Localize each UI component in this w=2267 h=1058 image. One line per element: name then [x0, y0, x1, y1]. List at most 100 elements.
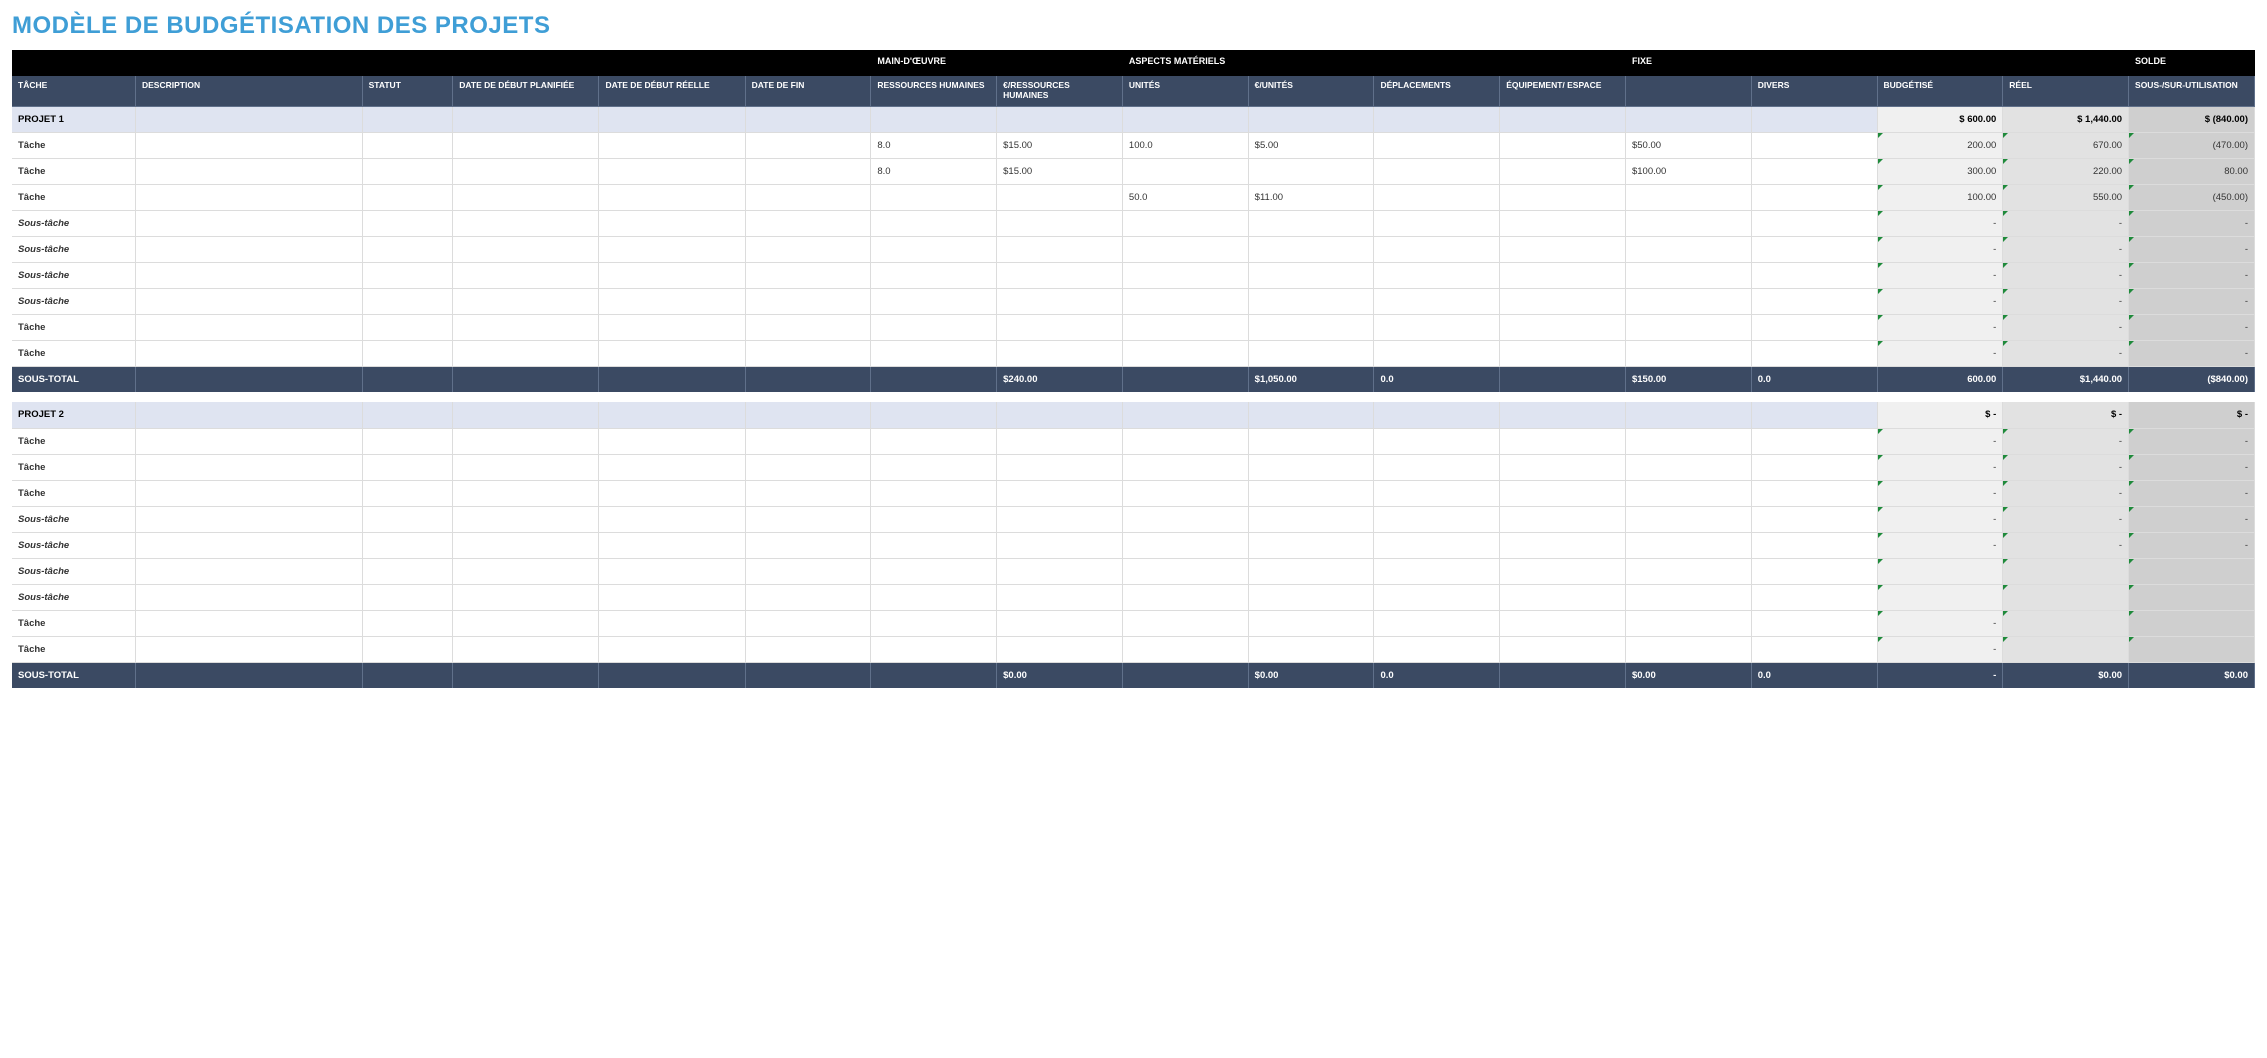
data-cell[interactable]: -	[2003, 454, 2129, 480]
data-cell[interactable]	[745, 610, 871, 636]
row-label[interactable]: Tâche	[12, 454, 136, 480]
data-cell[interactable]	[453, 158, 599, 184]
data-cell[interactable]: -	[2003, 340, 2129, 366]
data-cell[interactable]	[745, 480, 871, 506]
data-cell[interactable]	[599, 158, 745, 184]
data-cell[interactable]: -	[2003, 506, 2129, 532]
row-label[interactable]: Sous-tâche	[12, 584, 136, 610]
data-cell[interactable]: -	[2129, 236, 2255, 262]
data-cell[interactable]	[1374, 584, 1500, 610]
data-cell[interactable]	[2129, 636, 2255, 662]
data-cell[interactable]	[1625, 236, 1751, 262]
data-cell[interactable]	[1122, 288, 1248, 314]
row-label[interactable]: Tâche	[12, 480, 136, 506]
data-cell[interactable]	[1625, 480, 1751, 506]
data-cell[interactable]	[745, 506, 871, 532]
data-cell[interactable]	[136, 262, 363, 288]
data-cell[interactable]	[1374, 636, 1500, 662]
data-cell[interactable]: -	[2129, 210, 2255, 236]
data-cell[interactable]	[453, 132, 599, 158]
data-cell[interactable]	[745, 340, 871, 366]
data-cell[interactable]: $50.00	[1625, 132, 1751, 158]
project-cell[interactable]	[745, 402, 871, 428]
data-cell[interactable]	[1248, 454, 1374, 480]
data-cell[interactable]	[871, 288, 997, 314]
data-cell[interactable]	[871, 314, 997, 340]
row-label[interactable]: Sous-tâche	[12, 532, 136, 558]
project-cell[interactable]	[362, 106, 453, 132]
data-cell[interactable]	[997, 558, 1123, 584]
row-label[interactable]: Sous-tâche	[12, 210, 136, 236]
data-cell[interactable]: 100.0	[1122, 132, 1248, 158]
data-cell[interactable]	[1500, 340, 1626, 366]
data-cell[interactable]	[1500, 558, 1626, 584]
row-label[interactable]: Sous-tâche	[12, 506, 136, 532]
data-cell[interactable]	[1500, 584, 1626, 610]
data-cell[interactable]	[1625, 532, 1751, 558]
data-cell[interactable]	[362, 210, 453, 236]
project-cell[interactable]	[1248, 106, 1374, 132]
data-cell[interactable]: -	[1877, 340, 2003, 366]
data-cell[interactable]	[453, 454, 599, 480]
data-cell[interactable]	[1374, 558, 1500, 584]
data-cell[interactable]	[599, 288, 745, 314]
data-cell[interactable]	[1625, 584, 1751, 610]
data-cell[interactable]	[1248, 636, 1374, 662]
data-cell[interactable]	[1751, 428, 1877, 454]
data-cell[interactable]	[1122, 428, 1248, 454]
data-cell[interactable]	[599, 584, 745, 610]
project-cell[interactable]	[1122, 106, 1248, 132]
data-cell[interactable]	[599, 480, 745, 506]
project-cell[interactable]	[871, 402, 997, 428]
row-label[interactable]: Tâche	[12, 314, 136, 340]
project-cell[interactable]	[1122, 402, 1248, 428]
project-total[interactable]: $ -	[2129, 402, 2255, 428]
data-cell[interactable]	[362, 506, 453, 532]
data-cell[interactable]	[136, 506, 363, 532]
data-cell[interactable]	[1122, 610, 1248, 636]
project-cell[interactable]	[1248, 402, 1374, 428]
data-cell[interactable]	[1122, 584, 1248, 610]
data-cell[interactable]	[136, 184, 363, 210]
row-label[interactable]: Sous-tâche	[12, 288, 136, 314]
data-cell[interactable]: -	[1877, 532, 2003, 558]
data-cell[interactable]	[1122, 506, 1248, 532]
project-cell[interactable]	[599, 106, 745, 132]
project-cell[interactable]	[599, 402, 745, 428]
data-cell[interactable]	[871, 506, 997, 532]
data-cell[interactable]	[1248, 158, 1374, 184]
data-cell[interactable]: -	[1877, 454, 2003, 480]
data-cell[interactable]	[453, 584, 599, 610]
data-cell[interactable]	[1248, 532, 1374, 558]
project-cell[interactable]	[997, 402, 1123, 428]
data-cell[interactable]	[136, 480, 363, 506]
data-cell[interactable]	[745, 288, 871, 314]
data-cell[interactable]	[1500, 610, 1626, 636]
data-cell[interactable]	[745, 558, 871, 584]
data-cell[interactable]	[1751, 454, 1877, 480]
data-cell[interactable]	[997, 314, 1123, 340]
data-cell[interactable]	[1374, 210, 1500, 236]
data-cell[interactable]	[1248, 610, 1374, 636]
data-cell[interactable]	[1374, 158, 1500, 184]
data-cell[interactable]	[1248, 236, 1374, 262]
data-cell[interactable]	[745, 158, 871, 184]
data-cell[interactable]	[136, 454, 363, 480]
project-total[interactable]: $ -	[1877, 402, 2003, 428]
data-cell[interactable]	[1751, 506, 1877, 532]
data-cell[interactable]	[1374, 184, 1500, 210]
data-cell[interactable]	[1751, 288, 1877, 314]
data-cell[interactable]	[997, 236, 1123, 262]
data-cell[interactable]	[871, 636, 997, 662]
data-cell[interactable]	[1122, 158, 1248, 184]
data-cell[interactable]	[871, 610, 997, 636]
data-cell[interactable]	[136, 428, 363, 454]
project-name[interactable]: PROJET 1	[12, 106, 136, 132]
row-label[interactable]: Tâche	[12, 184, 136, 210]
data-cell[interactable]: -	[1877, 262, 2003, 288]
data-cell[interactable]	[1751, 210, 1877, 236]
data-cell[interactable]	[2003, 610, 2129, 636]
data-cell[interactable]: -	[2129, 454, 2255, 480]
data-cell[interactable]: -	[2003, 532, 2129, 558]
project-cell[interactable]	[1625, 402, 1751, 428]
